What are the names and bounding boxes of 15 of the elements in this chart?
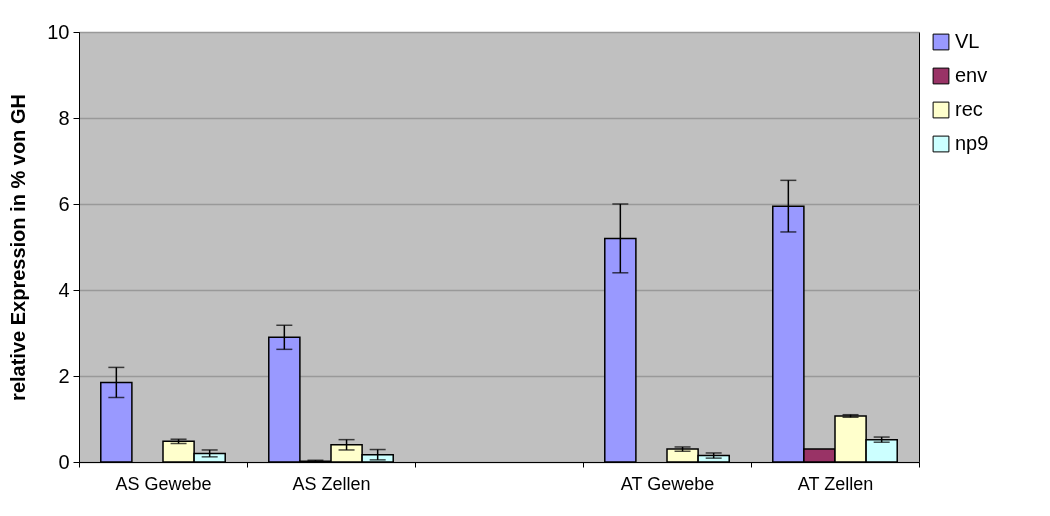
y-tick-label: 10 [47, 20, 70, 43]
x-tick-label: AS Gewebe [115, 473, 212, 494]
x-tick-label: AS Zellen [292, 473, 371, 494]
y-tick-label: 8 [58, 106, 70, 129]
y-tick-label: 4 [58, 278, 70, 301]
x-tick-label: AT Gewebe [620, 473, 715, 494]
legend-label: rec [955, 98, 983, 120]
legend-label: env [955, 64, 988, 86]
y-axis-title: relative Expression in % von GH [7, 94, 30, 401]
y-tick-label: 6 [58, 192, 70, 215]
y-tick-label: 0 [58, 450, 70, 473]
legend-label: VL [955, 30, 980, 52]
legend-label: np9 [955, 132, 989, 154]
y-tick-label: 2 [58, 364, 70, 387]
x-tick-label: AT Zellen [797, 473, 874, 494]
